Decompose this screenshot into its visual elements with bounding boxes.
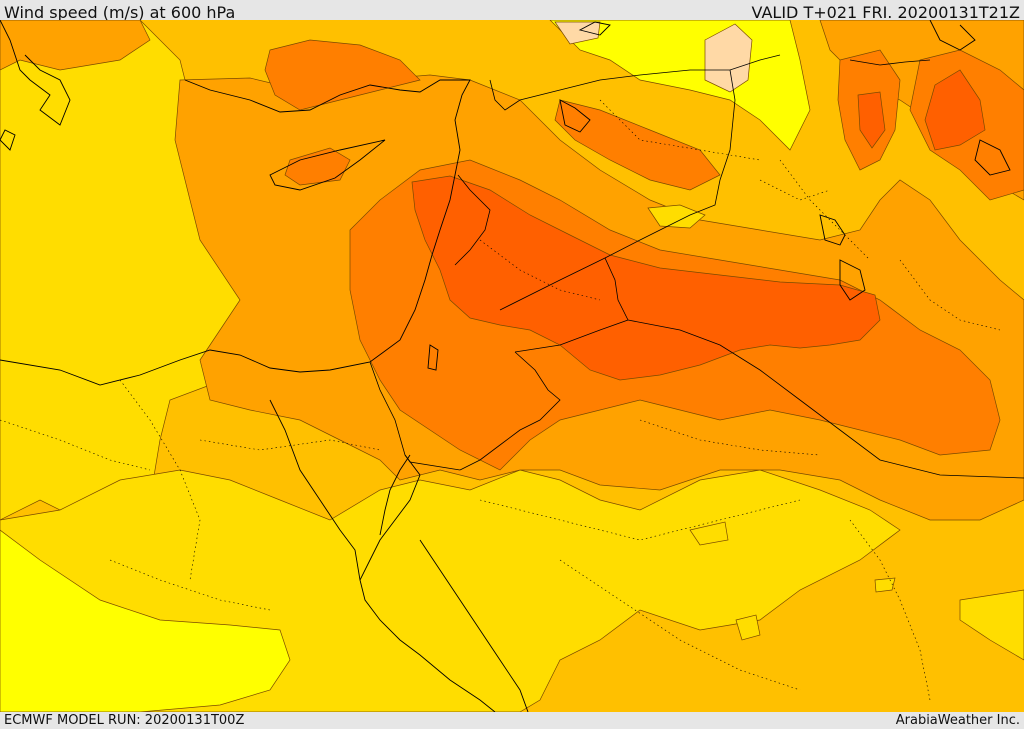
wind-band-peach-small <box>554 21 601 45</box>
coastlines <box>0 20 1011 712</box>
wind-band-dark-orange-syria <box>554 99 721 191</box>
map-title: Wind speed (m/s) at 600 hPa <box>4 3 236 22</box>
wind-patch-yellow <box>689 521 729 546</box>
footer-bar: ECMWF MODEL RUN: 20200131T00Z ArabiaWeat… <box>0 712 1024 729</box>
wind-band-dark-orange-cyprus <box>264 39 421 111</box>
wind-band-red-orange-east <box>924 69 986 151</box>
credit-label: ArabiaWeather Inc. <box>895 713 1020 728</box>
wind-band-peach-north <box>704 23 753 93</box>
header-bar: Wind speed (m/s) at 600 hPa VALID T+021 … <box>0 0 1024 22</box>
wind-patch-yellow <box>874 577 896 593</box>
admin-borders <box>0 99 1001 701</box>
valid-time-label: VALID T+021 FRI. 20200131T21Z <box>751 3 1020 22</box>
weather-map[interactable] <box>0 20 1024 712</box>
model-run-label: ECMWF MODEL RUN: 20200131T00Z <box>4 713 245 728</box>
wind-band-orange-northwest <box>0 20 151 71</box>
wind-band-red-orange-east2 <box>857 91 886 149</box>
wind-patch-yellow <box>735 614 761 641</box>
wind-band-red-orange-core <box>411 175 881 381</box>
country-borders <box>369 54 1024 479</box>
wind-band-yellow-southwest <box>0 529 291 712</box>
wind-band-dark-orange-cyprus-island <box>284 147 351 186</box>
wind-band-gold-east <box>959 589 1024 661</box>
wind-patch-yellow <box>647 204 706 229</box>
